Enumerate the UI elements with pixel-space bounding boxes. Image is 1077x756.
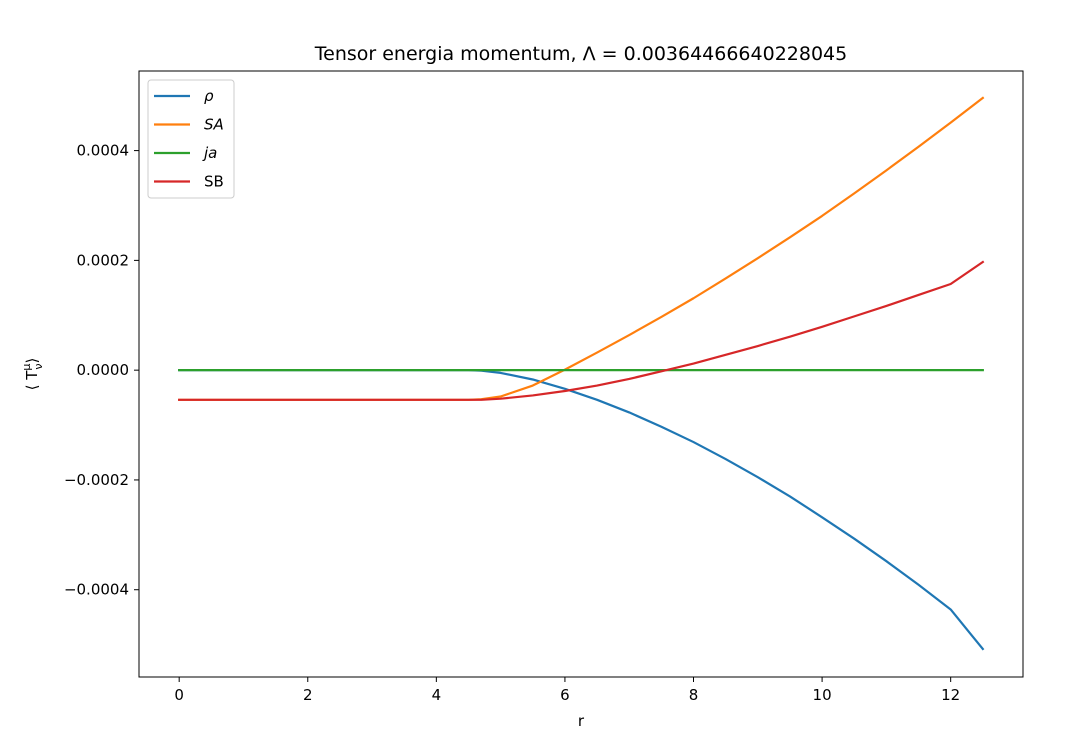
legend-label: ρ: [204, 87, 214, 105]
y-axis-title-main: ⟨ T: [23, 370, 41, 391]
chart-title: Tensor energia momentum, Λ = 0.003644666…: [314, 43, 847, 65]
y-axis-title-close: ⟩: [23, 358, 41, 364]
y-axis-title: ⟨ Tμν⟩: [20, 358, 45, 391]
legend-label: ja: [202, 144, 217, 162]
series-layer: [178, 96, 985, 651]
y-tick-label: 0.0002: [77, 251, 130, 269]
x-tick-label: 4: [432, 686, 442, 704]
series-line-3: [178, 260, 985, 401]
plot-area: [138, 70, 1024, 678]
y-axis-title-sub: ν: [32, 363, 45, 369]
x-axis: 0 2 4 6 8 10 12: [174, 677, 960, 704]
y-axis-title-sup: μ: [20, 364, 33, 371]
x-tick-label: 10: [813, 686, 832, 704]
y-tick-label: 0.0004: [77, 142, 130, 160]
legend: ρ SA ja SB: [147, 79, 235, 199]
x-tick-label: 6: [560, 686, 570, 704]
plot-frame: [138, 70, 1024, 678]
y-tick-label: −0.0004: [64, 581, 129, 599]
legend-label: SB: [204, 173, 224, 191]
x-tick-label: 0: [174, 686, 184, 704]
legend-box: [147, 79, 235, 199]
y-tick-label: 0.0000: [77, 361, 130, 379]
y-tick-label: −0.0002: [64, 471, 129, 489]
legend-label: SA: [204, 116, 224, 134]
y-axis: −0.0004 −0.0002 0.0000 0.0002 0.0004: [64, 142, 139, 599]
x-tick-label: 12: [941, 686, 960, 704]
x-tick-label: 8: [689, 686, 699, 704]
x-tick-label: 2: [303, 686, 313, 704]
plot-background: [139, 71, 1023, 677]
x-axis-title: r: [578, 712, 585, 730]
